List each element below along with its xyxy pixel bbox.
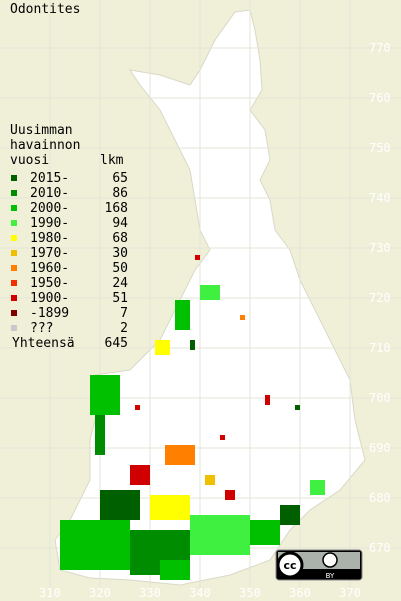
y-label: 730 — [369, 241, 391, 255]
observation — [160, 560, 190, 580]
observation — [190, 340, 195, 350]
cc-text: cc — [283, 559, 296, 572]
y-label: 740 — [369, 191, 391, 205]
observation — [195, 255, 200, 260]
observation — [220, 435, 225, 440]
y-label: 720 — [369, 291, 391, 305]
legend-swatch — [11, 295, 17, 301]
legend-swatch — [11, 250, 17, 256]
legend-count: 68 — [112, 231, 128, 246]
y-label: 670 — [369, 541, 391, 555]
legend-column: vuosi — [10, 153, 49, 168]
legend-count: 2 — [120, 321, 128, 336]
x-label: 330 — [139, 586, 161, 600]
observation — [150, 495, 190, 520]
legend-swatch — [11, 190, 17, 196]
legend-swatch — [11, 280, 17, 286]
legend-label: 1950- — [30, 276, 69, 291]
legend-label: 1990- — [30, 216, 69, 231]
observation — [280, 505, 300, 525]
y-label: 760 — [369, 91, 391, 105]
y-label: 750 — [369, 141, 391, 155]
x-label: 370 — [339, 586, 361, 600]
legend-count: 7 — [120, 306, 128, 321]
cc-icon — [276, 551, 304, 579]
legend-count: 168 — [105, 201, 128, 216]
observation-squares — [60, 255, 325, 580]
y-label: 680 — [369, 491, 391, 505]
observation — [175, 300, 190, 330]
x-label: 350 — [239, 586, 261, 600]
observation — [130, 465, 150, 485]
total-label: Yhteensä — [12, 336, 75, 351]
y-axis-labels: 770 760 750 740 730 720 710 700 690 680 670 — [369, 41, 391, 555]
legend-label: ??? — [30, 321, 53, 336]
observation — [295, 405, 300, 410]
license-label: BY — [326, 572, 335, 580]
legend-count: 30 — [112, 246, 128, 261]
observation — [60, 520, 130, 570]
legend-label: 2010- — [30, 186, 69, 201]
legend-swatch — [11, 220, 17, 226]
observation — [310, 480, 325, 495]
legend-count: 65 — [112, 171, 128, 186]
x-label: 320 — [89, 586, 111, 600]
legend-swatch — [11, 325, 17, 331]
legend-count: 51 — [112, 291, 128, 306]
y-label: 690 — [369, 441, 391, 455]
y-label: 770 — [369, 41, 391, 55]
observation — [200, 285, 220, 300]
legend-heading: havainnon — [10, 138, 80, 153]
legend-swatch — [11, 175, 17, 181]
legend-label: 1960- — [30, 261, 69, 276]
legend-count: 86 — [112, 186, 128, 201]
observation — [205, 475, 215, 485]
observation — [95, 415, 105, 455]
legend-count: 24 — [112, 276, 128, 291]
y-label: 710 — [369, 341, 391, 355]
legend-label: -1899 — [30, 306, 69, 321]
legend-swatch — [11, 235, 17, 241]
legend-count: 94 — [112, 216, 128, 231]
observation — [190, 515, 250, 555]
legend-label: 2015- — [30, 171, 69, 186]
legend-label: 1980- — [30, 231, 69, 246]
legend-swatch — [11, 205, 17, 211]
observation — [135, 405, 140, 410]
x-axis-labels: 310 320 330 340 350 360 370 — [39, 586, 361, 600]
observation — [265, 395, 270, 405]
legend-count: 50 — [112, 261, 128, 276]
title: Odontites — [10, 2, 80, 17]
observation — [155, 340, 170, 355]
total-value: 645 — [105, 336, 128, 351]
x-label: 360 — [289, 586, 311, 600]
license-badge: cc BY — [275, 549, 363, 581]
observation — [100, 490, 140, 520]
observation — [250, 520, 280, 545]
x-label: 340 — [189, 586, 211, 600]
legend-label: 2000- — [30, 201, 69, 216]
observation — [90, 375, 120, 415]
legend-swatch — [11, 310, 17, 316]
legend-heading: Uusimman — [10, 123, 73, 138]
legend-swatch — [11, 265, 17, 271]
by-icon — [322, 552, 338, 568]
legend-label: 1900- — [30, 291, 69, 306]
y-label: 700 — [369, 391, 391, 405]
legend-column: lkm — [100, 153, 124, 168]
x-label: 310 — [39, 586, 61, 600]
observation — [165, 445, 195, 465]
observation — [240, 315, 245, 320]
legend-label: 1970- — [30, 246, 69, 261]
observation — [225, 490, 235, 500]
